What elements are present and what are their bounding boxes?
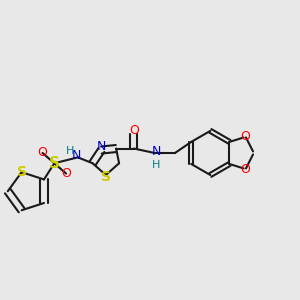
Text: O: O bbox=[240, 163, 250, 176]
Text: O: O bbox=[61, 167, 71, 180]
Text: O: O bbox=[129, 124, 139, 137]
Text: H: H bbox=[152, 160, 160, 170]
Text: S: S bbox=[16, 165, 27, 179]
Text: H: H bbox=[66, 146, 75, 156]
Text: N: N bbox=[152, 145, 161, 158]
Text: S: S bbox=[49, 156, 60, 171]
Text: S: S bbox=[101, 170, 111, 184]
Text: N: N bbox=[72, 149, 81, 162]
Text: O: O bbox=[38, 146, 47, 159]
Text: N: N bbox=[97, 140, 106, 153]
Text: O: O bbox=[240, 130, 250, 143]
